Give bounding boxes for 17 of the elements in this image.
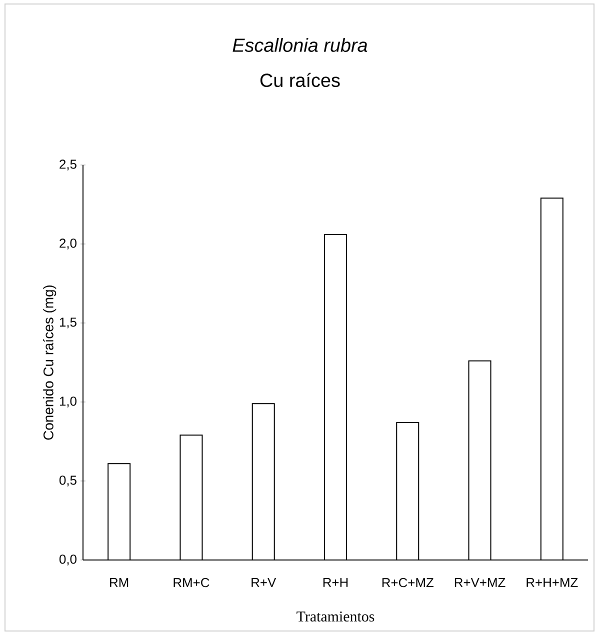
chart-title: Escallonia rubra [232,38,368,52]
x-axis-title: Tratamientos [296,612,374,622]
y-tick-label: 2,5 [60,160,76,170]
chart-subtitle: Cu raíces [260,72,340,88]
y-tick-label: 1,0 [60,396,76,408]
y-tick-label: 0,5 [59,476,76,486]
x-tick-label: R+H+MZ [526,578,578,587]
y-axis-title: Conenido Cu raíces (mg) [42,285,56,440]
x-tick-label: R+V+MZ [454,578,506,587]
x-tick-label: RM [110,578,128,587]
x-tick-label: R+V [252,578,276,587]
x-tick-label: RM+C [174,578,210,588]
y-tick-label: 1,5 [60,318,76,328]
y-tick-label: 2,0 [60,238,76,250]
y-tick-label: 0,0 [59,554,76,566]
x-tick-label: R+C+MZ [382,578,434,588]
x-tick-label: R+H [323,578,348,587]
